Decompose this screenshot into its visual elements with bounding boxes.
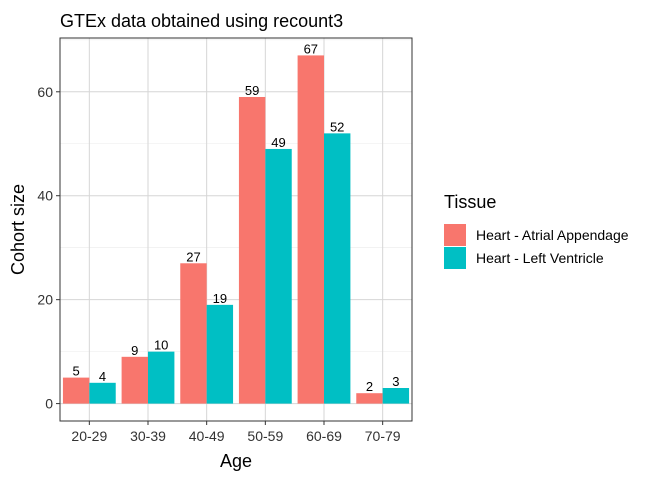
bar	[148, 351, 175, 404]
data-label: 9	[131, 343, 138, 358]
bars	[62, 55, 410, 404]
legend: Tissue Heart - Atrial Appendage Heart - …	[444, 192, 629, 269]
legend-swatch-left-ventricle	[444, 246, 466, 269]
data-label: 3	[392, 374, 399, 389]
x-tick-label: 20-29	[71, 428, 107, 444]
bar	[324, 133, 351, 404]
x-tick-label: 40-49	[189, 428, 225, 444]
x-tick-label: 70-79	[365, 428, 401, 444]
bar	[356, 393, 383, 404]
y-tick-label: 40	[37, 188, 53, 204]
data-label: 19	[213, 291, 227, 306]
data-label: 2	[366, 379, 373, 394]
data-label: 59	[245, 83, 259, 98]
gridlines	[60, 38, 412, 421]
bar	[206, 304, 234, 404]
data-label: 52	[330, 119, 344, 134]
x-tick-label: 30-39	[130, 428, 166, 444]
legend-title: Tissue	[444, 192, 497, 212]
chart-title: GTEx data obtained using recount3	[60, 11, 343, 31]
x-axis-title: Age	[220, 451, 252, 471]
x-tick-label: 50-59	[247, 428, 283, 444]
bar	[121, 356, 148, 404]
data-label: 4	[99, 369, 106, 384]
legend-item-atrial-appendage: Heart - Atrial Appendage	[444, 223, 629, 246]
bar	[238, 96, 266, 404]
legend-label: Heart - Left Ventricle	[476, 249, 604, 266]
y-axis-title: Cohort size	[8, 184, 28, 275]
bar	[297, 55, 324, 404]
y-tick-label: 60	[37, 84, 53, 100]
data-label: 10	[154, 338, 168, 353]
bar	[180, 263, 207, 404]
data-label: 5	[73, 364, 80, 379]
data-label: 27	[186, 249, 200, 264]
legend-item-left-ventricle: Heart - Left Ventricle	[444, 246, 629, 269]
x-tick-label: 60-69	[306, 428, 342, 444]
plot-panel	[59, 37, 413, 422]
legend-label: Heart - Atrial Appendage	[476, 226, 629, 243]
bar	[62, 377, 90, 404]
axes: 0 20 40 60 20-29 30-39 40-49 50-59 60-69 70-79	[37, 84, 400, 444]
bar	[89, 382, 116, 404]
legend-swatch-atrial-appendage	[444, 223, 466, 246]
data-label: 67	[304, 41, 318, 56]
bar	[382, 388, 410, 404]
y-tick-label: 20	[37, 292, 53, 308]
y-tick-label: 0	[45, 396, 53, 412]
data-label: 49	[271, 135, 285, 150]
bar	[265, 148, 292, 404]
